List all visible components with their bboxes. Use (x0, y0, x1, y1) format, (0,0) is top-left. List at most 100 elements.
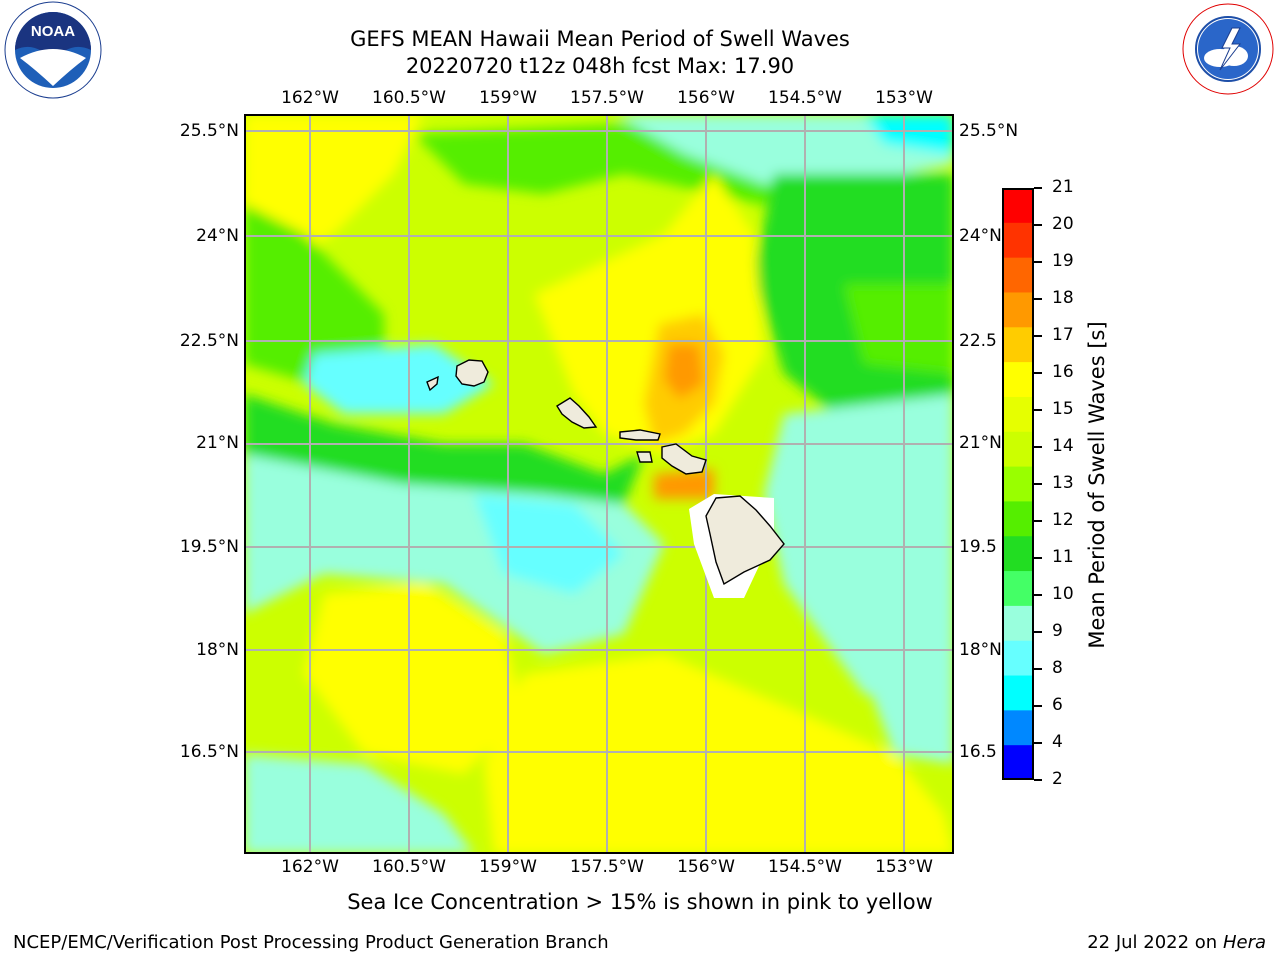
field-region (304, 344, 494, 414)
colorbar-swatch (1002, 640, 1034, 677)
colorbar-tick (1034, 483, 1042, 485)
colorbar-tick (1034, 372, 1042, 374)
colorbar-tick (1034, 705, 1042, 707)
colorbar-tick (1034, 409, 1042, 411)
colorbar-swatch (1002, 222, 1034, 259)
colorbar-tick-label: 17 (1052, 325, 1074, 345)
field-region (764, 394, 954, 714)
colorbar-tick (1034, 742, 1042, 744)
colorbar-swatch (1002, 745, 1034, 781)
lat-label-left: 18°N (196, 640, 239, 660)
field-region (474, 494, 624, 594)
colorbar-tick (1034, 261, 1042, 263)
colorbar-tick-label: 4 (1052, 732, 1063, 752)
lon-label-top: 156°W (677, 88, 735, 108)
nws-logo (1176, 0, 1280, 98)
lon-label-top: 159°W (479, 88, 537, 108)
colorbar-swatch (1002, 466, 1034, 502)
page-title: GEFS MEAN Hawaii Mean Period of Swell Wa… (350, 27, 850, 51)
colorbar-tick-label: 10 (1052, 584, 1074, 604)
field-region (864, 114, 954, 154)
lon-label-bottom: 156°W (677, 857, 735, 877)
colorbar (1002, 188, 1034, 781)
colorbar-swatch (1002, 362, 1034, 398)
field-region (654, 469, 714, 499)
field-region (484, 654, 954, 854)
island-molokai (619, 429, 661, 441)
swell-period-map (244, 114, 954, 854)
lat-label-right: 19.5 (959, 537, 997, 557)
noaa-logo-text: NOAA (31, 23, 75, 40)
colorbar-tick-label: 13 (1052, 473, 1074, 493)
colorbar-tick-label: 14 (1052, 436, 1074, 456)
field-region (244, 204, 384, 384)
page-subtitle: 20220720 t12z 048h fcst Max: 17.90 (405, 54, 795, 78)
field-region (244, 754, 474, 854)
colorbar-swatch (1002, 327, 1034, 363)
colorbar-tick (1034, 779, 1042, 781)
field-region (844, 284, 954, 374)
colorbar-tick (1034, 557, 1042, 559)
colorbar-tick-label: 20 (1052, 214, 1074, 234)
colorbar-tick-label: 16 (1052, 362, 1074, 382)
island-lanai (636, 451, 653, 463)
colorbar-swatch (1002, 536, 1034, 572)
noaa-logo: NOAA (0, 0, 106, 100)
lon-label-top: 157.5°W (570, 88, 644, 108)
lon-label-bottom: 157.5°W (570, 857, 644, 877)
field-region (244, 394, 644, 504)
colorbar-frame (1002, 188, 1034, 780)
island-kauai (455, 359, 489, 387)
colorbar-swatch (1002, 675, 1034, 711)
colorbar-swatch (1002, 431, 1034, 468)
lat-label-left: 22.5°N (179, 331, 239, 351)
colorbar-swatch (1002, 501, 1034, 537)
lat-label-left: 21°N (196, 433, 239, 453)
map-frame (244, 114, 954, 854)
colorbar-swatch (1002, 571, 1034, 607)
colorbar-tick (1034, 631, 1042, 633)
colorbar-tick-label: 15 (1052, 399, 1074, 419)
lat-label-right: 22.5 (959, 331, 997, 351)
colorbar-tick (1034, 520, 1042, 522)
lat-label-right: 24°N (959, 226, 1002, 246)
colorbar-tick-label: 6 (1052, 695, 1063, 715)
island-niihau (426, 375, 439, 392)
colorbar-swatch (1002, 605, 1034, 642)
field-region (664, 344, 704, 399)
sea-ice-note: Sea Ice Concentration > 15% is shown in … (347, 890, 933, 914)
lat-label-right: 25.5°N (959, 121, 1019, 141)
lat-label-right: 18°N (959, 640, 1002, 660)
lat-label-right: 21°N (959, 433, 1002, 453)
colorbar-tick-label: 2 (1052, 769, 1063, 789)
colorbar-swatch (1002, 188, 1034, 224)
island-oahu (556, 397, 598, 429)
colorbar-tick-label: 9 (1052, 621, 1063, 641)
island-maui (661, 443, 707, 475)
map-grid (244, 114, 954, 854)
island-hawaii (705, 495, 785, 586)
colorbar-tick (1034, 224, 1042, 226)
footer-date-text: 22 Jul 2022 on (1087, 932, 1223, 953)
field-region (304, 584, 524, 774)
lat-label-left: 24°N (196, 226, 239, 246)
colorbar-title: Mean Period of Swell Waves [s] (1085, 321, 1109, 649)
colorbar-tick-label: 21 (1052, 177, 1074, 197)
lon-label-bottom: 160.5°W (372, 857, 446, 877)
lon-label-top: 162°W (281, 88, 339, 108)
colorbar-tick-label: 12 (1052, 510, 1074, 530)
colorbar-tick (1034, 668, 1042, 670)
colorbar-tick (1034, 594, 1042, 596)
field-region (864, 674, 954, 764)
colorbar-swatch (1002, 396, 1034, 433)
colorbar-swatch (1002, 710, 1034, 746)
colorbar-swatch (1002, 292, 1034, 328)
lat-label-right: 16.5 (959, 742, 997, 762)
lon-label-bottom: 154.5°W (768, 857, 842, 877)
colorbar-tick-label: 18 (1052, 288, 1074, 308)
colorbar-tick (1034, 187, 1042, 189)
lon-label-bottom: 162°W (281, 857, 339, 877)
lon-label-bottom: 159°W (479, 857, 537, 877)
lon-label-top: 153°W (875, 88, 933, 108)
lon-label-top: 160.5°W (372, 88, 446, 108)
